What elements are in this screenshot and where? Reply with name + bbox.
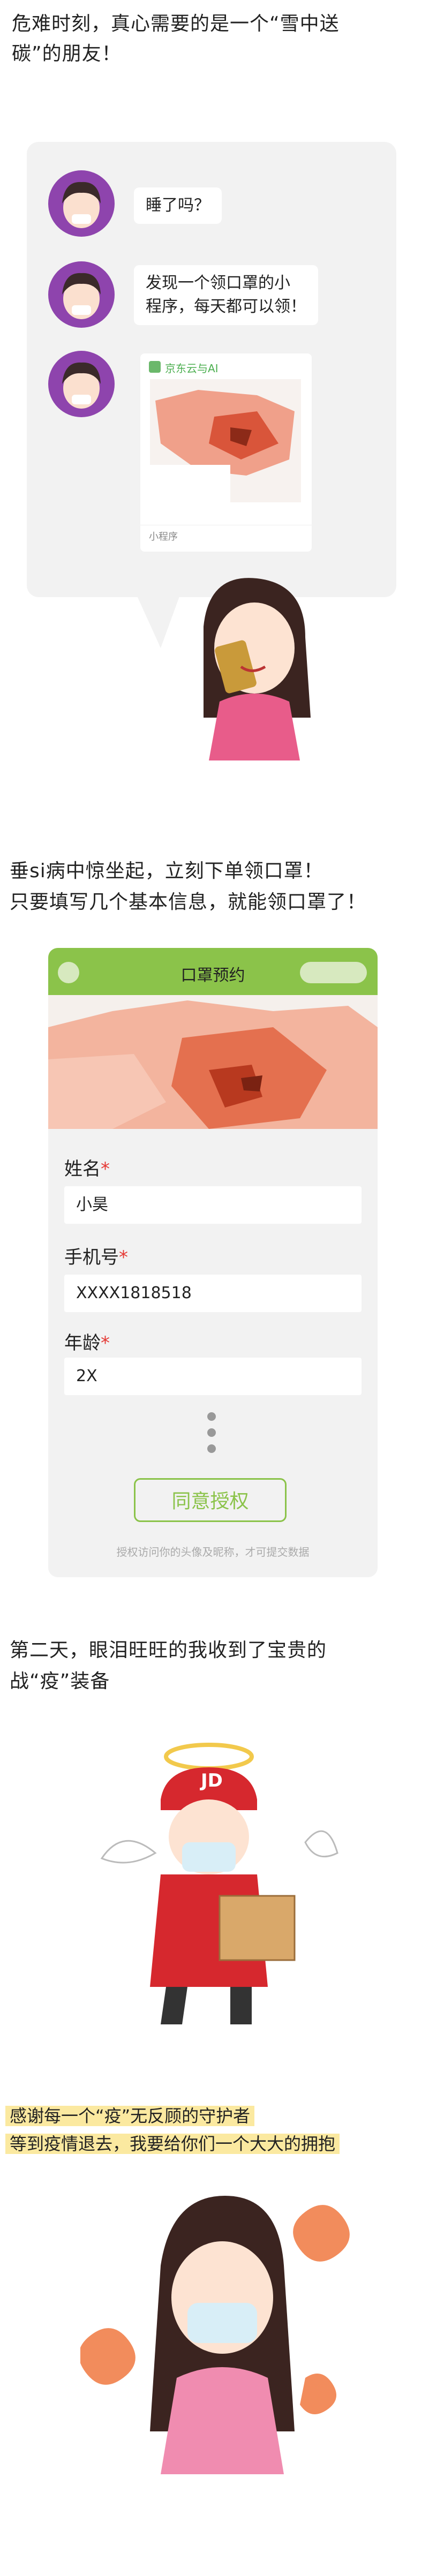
text-input[interactable]: 小昊 <box>64 1186 362 1224</box>
closing-text: 感谢每一个“疫”无反顾的守护者 等到疫情退去，我要给你们一个大大的拥抱 <box>5 2102 340 2158</box>
chat-line: 发现一个领口罩的小 <box>146 274 290 292</box>
avatar <box>48 170 115 237</box>
closing-line: 等到疫情退去，我要给你们一个大大的拥抱 <box>5 2134 340 2154</box>
text-input[interactable]: 2X <box>64 1358 362 1395</box>
label-text: 手机号 <box>64 1247 119 1268</box>
label-text: 年龄 <box>64 1332 101 1354</box>
avatar <box>48 261 115 328</box>
field-label: 手机号* <box>64 1242 128 1269</box>
back-button[interactable] <box>58 962 79 983</box>
section-line: 第二天，眼泪旺旺的我收到了宝贵的 <box>10 1639 327 1661</box>
girl-illustration <box>204 578 311 760</box>
courier-illustration <box>100 1743 338 2024</box>
form-title: 口罩预约 <box>180 966 245 985</box>
map <box>48 995 378 1129</box>
field-label: 姓名* <box>64 1154 110 1180</box>
form-note: 授权访问你的头像及昵称，才可提交数据 <box>116 1546 310 1558</box>
badge: JD <box>201 1770 223 1791</box>
chat-bubble: 睡了吗？ <box>134 187 222 224</box>
card-footer: 小程序 <box>149 531 178 543</box>
label-text: 姓名 <box>64 1158 101 1180</box>
intro-line: 危难时刻，真心需要的是一个“雪中送 <box>12 13 340 35</box>
intro-line: 碳”的朋友！ <box>12 43 122 65</box>
section-line: 垂si病中惊坐起，立刻下单领口罩！ <box>10 860 323 882</box>
chat-bubble: 发现一个领口罩的小 程序，每天都可以领！ <box>134 265 318 325</box>
closing-line: 感谢每一个“疫”无反顾的守护者 <box>5 2106 255 2126</box>
required-mark: * <box>119 1247 128 1268</box>
more-dots <box>207 1412 216 1453</box>
required-mark: * <box>101 1332 110 1354</box>
agree-button[interactable]: 同意授权 <box>134 1478 287 1522</box>
capsule-button[interactable] <box>300 962 367 983</box>
form-screen: 口罩预约 姓名* 小昊 手机号* XXXX1818518 年龄* 2X 同意授权… <box>48 948 378 1577</box>
card-icon <box>149 361 161 373</box>
card-map <box>150 379 301 502</box>
mini-program-card[interactable]: 京东云与AI 小程序 <box>140 353 312 552</box>
field-label: 年龄* <box>64 1328 110 1354</box>
chat-line: 程序，每天都可以领！ <box>146 297 306 316</box>
card-title: 京东云与AI <box>165 362 219 375</box>
avatar <box>48 351 115 417</box>
section-line: 只要填写几个基本信息，就能领口罩了！ <box>10 891 367 913</box>
hug-illustration <box>80 2196 350 2474</box>
section-line: 战“疫”装备 <box>10 1670 110 1692</box>
text-input[interactable]: XXXX1818518 <box>64 1275 362 1312</box>
panel-tail <box>134 589 182 648</box>
required-mark: * <box>101 1158 110 1180</box>
